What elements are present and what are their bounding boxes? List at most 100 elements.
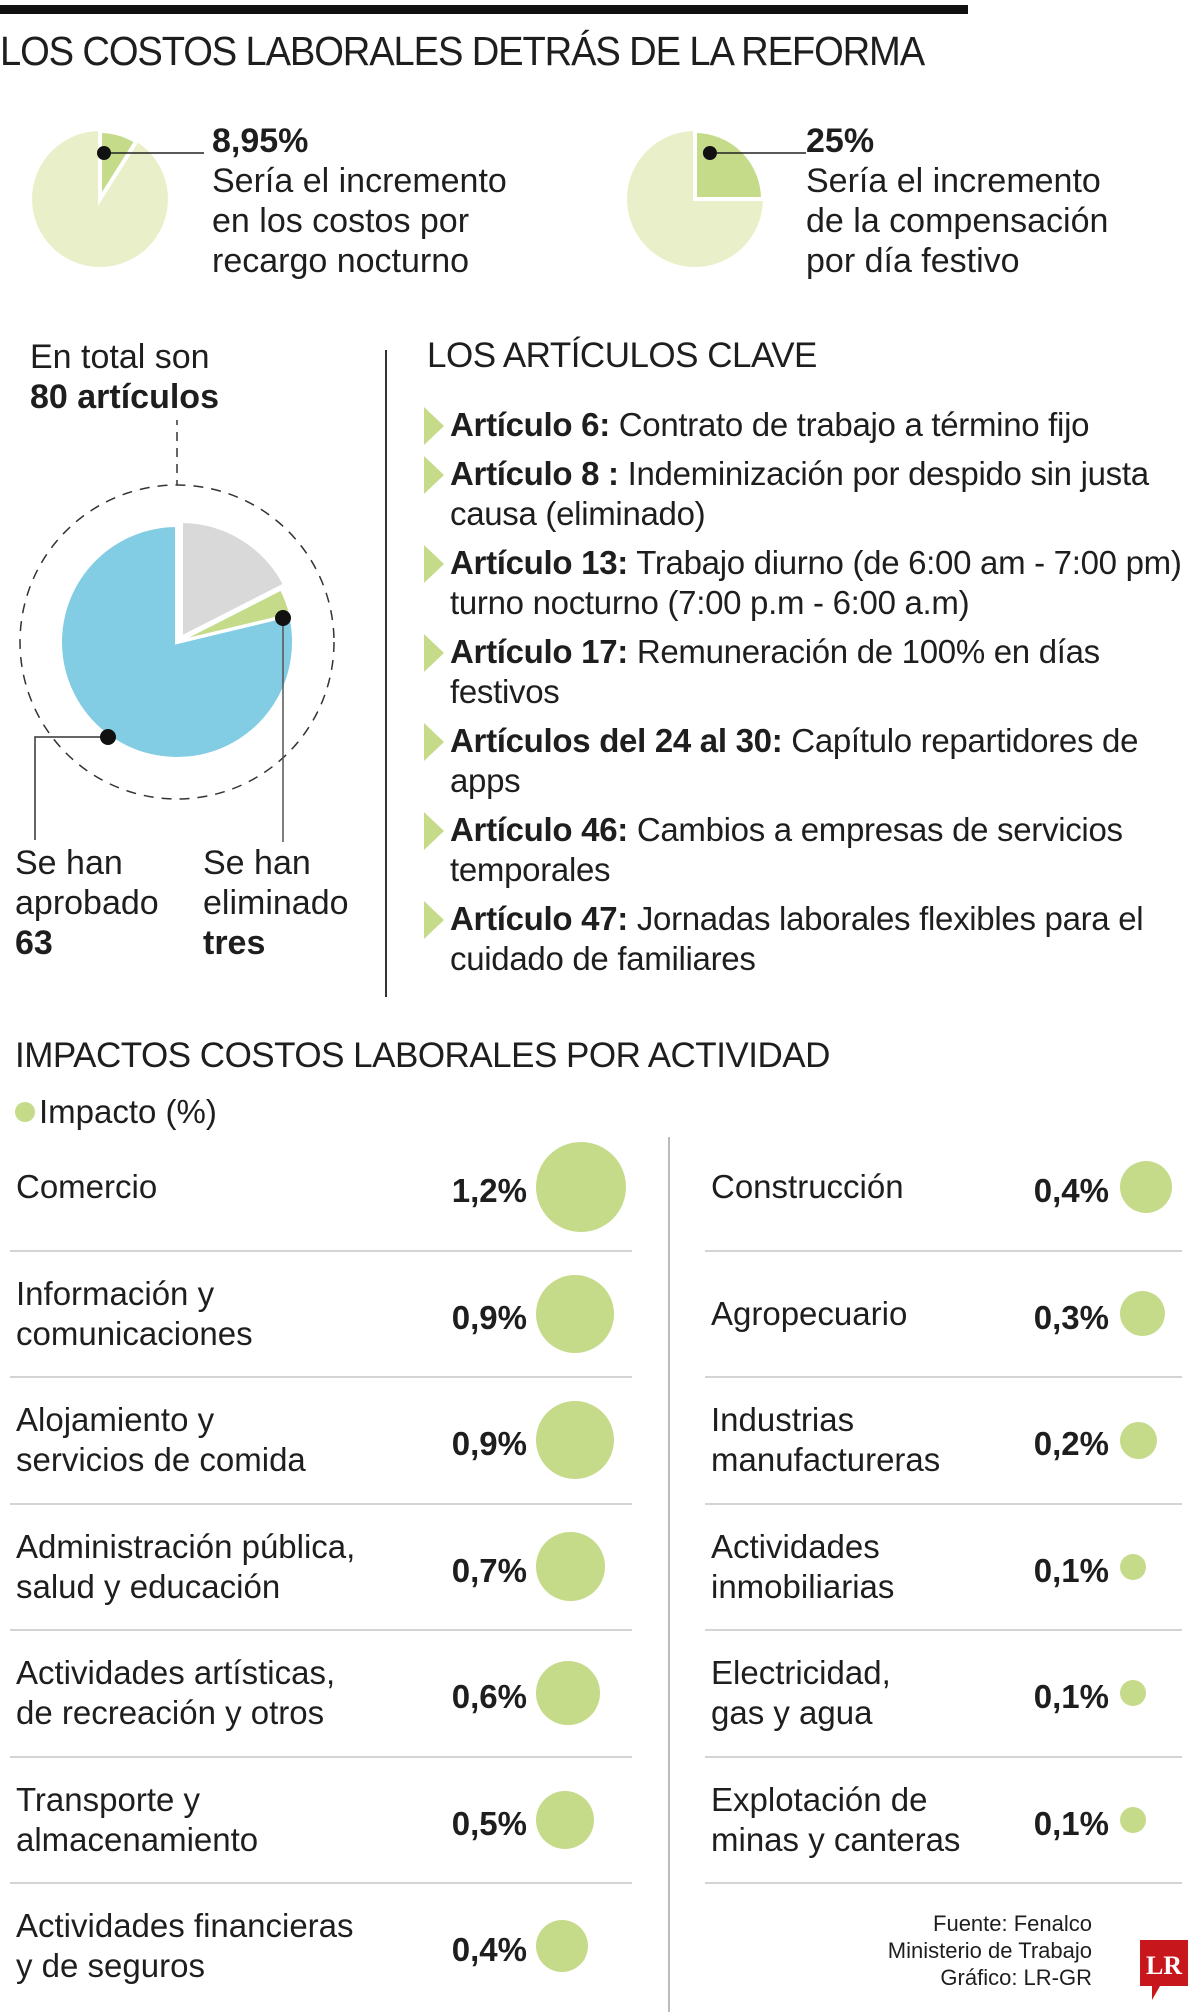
callout-dot: [702, 146, 717, 160]
activity-label-line: gas y agua: [711, 1694, 873, 1732]
arrow-icon: [424, 407, 444, 445]
callout-dot: [97, 146, 112, 160]
article-label: Artículo 17:: [450, 633, 628, 670]
approved-line: aprobado: [15, 884, 159, 922]
article-item: Artículo 46: Cambios a empresas de servi…: [424, 810, 1184, 890]
eliminated-line: eliminado: [203, 884, 349, 922]
svg-text:LR: LR: [1146, 1951, 1182, 1980]
impact-bubble: [536, 1532, 605, 1602]
approved-dot: [100, 729, 116, 745]
activity-label: Transporte y almacenamiento: [16, 1780, 258, 1860]
activity-label-line: Construcción: [711, 1168, 904, 1206]
pie-dia-festivo: [627, 128, 806, 267]
arrow-icon: [424, 812, 444, 850]
impact-bubble: [1120, 1680, 1146, 1707]
activity-label-line: manufactureras: [711, 1441, 941, 1479]
stat-2-line: Sería el incremento: [806, 162, 1101, 200]
article-label: Artículo 8 :: [450, 455, 619, 492]
activity-row: Construcción 0,4%: [705, 1125, 1182, 1252]
stat-2-line: por día festivo: [806, 242, 1020, 280]
activity-label: Alojamiento y servicios de comida: [16, 1400, 306, 1480]
impact-value: 0,6%: [451, 1678, 527, 1716]
activity-label-line: Industrias: [711, 1401, 855, 1439]
activity-label-line: Agropecuario: [711, 1294, 908, 1332]
impact-bubble: [1120, 1806, 1146, 1833]
impact-bubble: [536, 1142, 626, 1233]
activity-row: Administración pública, salud y educación…: [10, 1505, 632, 1631]
activity-label-line: Actividades financieras: [16, 1907, 354, 1945]
lr-logo: LR: [1140, 1940, 1188, 2000]
article-label: Artículo 13:: [450, 544, 628, 581]
activity-row: Industrias manufactureras 0,2%: [705, 1378, 1182, 1505]
activity-label-line: Electricidad,: [711, 1654, 891, 1692]
activity-label-line: y de seguros: [16, 1947, 205, 1985]
stat-2: 25% Sería el incremento de la compensaci…: [806, 122, 1108, 281]
stat-1-value: 8,95%: [212, 122, 309, 160]
impact-value: 0,4%: [451, 1931, 527, 1969]
activity-label: Actividades inmobiliarias: [711, 1527, 894, 1607]
impact-bubble: [536, 1790, 595, 1849]
article-text: Jornadas laborales flexibles para el cui…: [450, 900, 1144, 977]
article-label: Artículo 47:: [450, 900, 628, 937]
impact-bubble: [1120, 1421, 1157, 1459]
activity-row: Alojamiento y servicios de comida 0,9%: [10, 1378, 632, 1505]
article-text: Cambios a empresas de servicios temporal…: [450, 811, 1123, 888]
activity-row: Comercio 1,2%: [10, 1125, 632, 1252]
article-text: Indeminización por despido sin justa cau…: [450, 455, 1149, 532]
impact-value: 0,3%: [1033, 1298, 1109, 1336]
activity-label-line: minas y canteras: [711, 1820, 961, 1858]
arrow-icon: [424, 901, 444, 939]
approved-line: Se han: [15, 844, 123, 882]
article-label: Artículo 6:: [450, 406, 610, 443]
article-item: Artículo 47: Jornadas laborales flexible…: [424, 899, 1184, 979]
activity-label-line: Actividades: [711, 1527, 880, 1565]
articles-total-value: 80 artículos: [30, 378, 219, 416]
activity-label-line: comunicaciones: [16, 1314, 253, 1352]
article-item: Artículo 6: Contrato de trabajo a términ…: [424, 405, 1184, 445]
activity-label-line: Comercio: [16, 1168, 158, 1206]
activity-label: Agropecuario: [711, 1294, 907, 1334]
pie-slice: [693, 128, 766, 201]
stat-2-value: 25%: [806, 122, 875, 160]
approved-callout-line: [34, 736, 108, 840]
impact-value: 1,2%: [451, 1172, 527, 1210]
activity-label-line: almacenamiento: [16, 1820, 259, 1858]
activity-row: Agropecuario 0,3%: [705, 1252, 1182, 1378]
articles-total: En total son 80 artículos: [30, 337, 219, 417]
vertical-divider: [385, 350, 387, 997]
impact-value: 0,4%: [1033, 1172, 1109, 1210]
activity-label-line: de recreación y otros: [16, 1694, 325, 1732]
stat-1-line: en los costos por: [212, 202, 470, 240]
arrow-icon: [424, 456, 444, 494]
activity-label-line: Actividades artísticas,: [16, 1654, 336, 1692]
slice-eliminated: [176, 586, 293, 644]
impact-bubble: [1120, 1161, 1172, 1214]
activity-label-line: Información y: [16, 1274, 215, 1312]
article-label: Artículo 46:: [450, 811, 628, 848]
eliminated-value: tres: [203, 924, 266, 962]
article-item: Artículo 17: Remuneración de 100% en día…: [424, 632, 1184, 712]
stat-1: 8,95% Sería el incremento en los costos …: [212, 122, 507, 281]
legend-label: Impacto (%): [39, 1093, 217, 1130]
impact-value: 0,1%: [1033, 1678, 1109, 1716]
stat-pies: [32, 128, 806, 267]
legend-swatch-icon: [15, 1102, 35, 1122]
impact-bubble: [536, 1661, 600, 1726]
dashed-ring: [19, 484, 335, 800]
activity-label-line: Explotación de: [711, 1780, 928, 1818]
stat-1-line: recargo nocturno: [212, 242, 470, 280]
activity-label: Explotación de minas y canteras: [711, 1780, 960, 1860]
approved-value: 63: [15, 924, 53, 962]
impact-value: 0,1%: [1033, 1804, 1109, 1842]
impact-bubble: [536, 1274, 614, 1353]
activity-row: Información y comunicaciones 0,9%: [10, 1252, 632, 1378]
article-text: Trabajo diurno (de 6:00 am - 7:00 pm) tu…: [450, 544, 1182, 621]
activity-label-line: Transporte y: [16, 1780, 201, 1818]
impact-value: 0,5%: [451, 1804, 527, 1842]
article-text: Remuneración de 100% en días festivos: [450, 633, 1100, 710]
arrow-icon: [424, 634, 444, 672]
impact-value: 0,1%: [1033, 1551, 1109, 1589]
activity-label: Información y comunicaciones: [16, 1274, 253, 1354]
activity-label-line: servicios de comida: [16, 1441, 306, 1479]
arrow-icon: [424, 545, 444, 583]
